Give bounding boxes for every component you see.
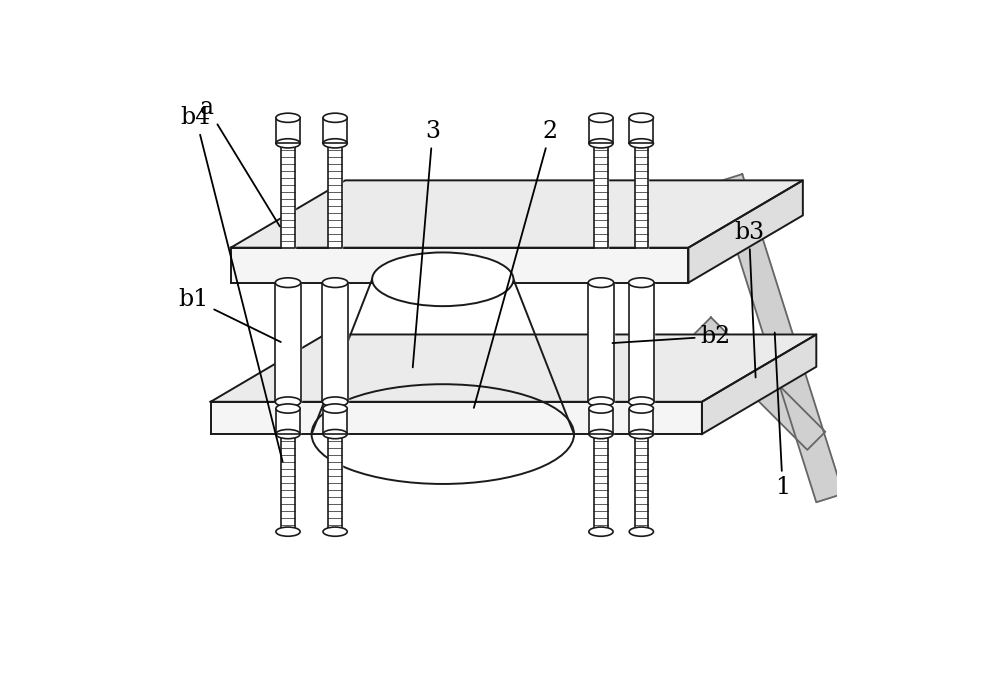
- Ellipse shape: [589, 527, 613, 536]
- Ellipse shape: [589, 113, 613, 122]
- Ellipse shape: [589, 429, 613, 439]
- Ellipse shape: [276, 404, 300, 413]
- Polygon shape: [629, 409, 653, 434]
- Ellipse shape: [275, 278, 301, 287]
- Ellipse shape: [322, 278, 348, 287]
- Text: b4: b4: [181, 106, 283, 462]
- Ellipse shape: [629, 429, 653, 439]
- Ellipse shape: [588, 397, 614, 406]
- Polygon shape: [594, 143, 608, 248]
- Polygon shape: [589, 118, 613, 143]
- Ellipse shape: [629, 139, 653, 148]
- Polygon shape: [231, 248, 688, 283]
- Ellipse shape: [589, 139, 613, 148]
- Polygon shape: [276, 118, 300, 143]
- Polygon shape: [276, 409, 300, 434]
- Ellipse shape: [589, 404, 613, 413]
- Polygon shape: [323, 409, 347, 434]
- Text: 3: 3: [413, 120, 440, 367]
- Ellipse shape: [323, 429, 347, 439]
- Text: b1: b1: [179, 288, 281, 342]
- Polygon shape: [629, 283, 654, 402]
- Ellipse shape: [322, 397, 348, 406]
- Text: 1: 1: [775, 332, 790, 499]
- Polygon shape: [211, 402, 702, 434]
- Ellipse shape: [629, 278, 654, 287]
- Polygon shape: [693, 318, 825, 450]
- Ellipse shape: [372, 252, 513, 306]
- Text: a: a: [200, 96, 280, 226]
- Ellipse shape: [275, 397, 301, 406]
- Ellipse shape: [629, 527, 653, 536]
- Text: 2: 2: [474, 120, 558, 408]
- Polygon shape: [328, 434, 342, 532]
- Polygon shape: [635, 434, 648, 532]
- Polygon shape: [231, 180, 803, 248]
- Polygon shape: [702, 334, 816, 434]
- Polygon shape: [211, 334, 816, 402]
- Polygon shape: [323, 118, 347, 143]
- Ellipse shape: [276, 429, 300, 439]
- Ellipse shape: [323, 113, 347, 122]
- Polygon shape: [275, 283, 301, 402]
- Polygon shape: [281, 143, 295, 248]
- Ellipse shape: [323, 139, 347, 148]
- Ellipse shape: [629, 397, 654, 406]
- Polygon shape: [629, 118, 653, 143]
- Polygon shape: [328, 143, 342, 248]
- Polygon shape: [589, 409, 613, 434]
- Text: b3: b3: [734, 221, 764, 378]
- Ellipse shape: [276, 113, 300, 122]
- Ellipse shape: [629, 404, 653, 413]
- Polygon shape: [635, 143, 648, 248]
- Ellipse shape: [588, 278, 614, 287]
- Polygon shape: [588, 283, 614, 402]
- Polygon shape: [322, 283, 348, 402]
- Ellipse shape: [276, 527, 300, 536]
- Polygon shape: [688, 180, 803, 283]
- Ellipse shape: [323, 404, 347, 413]
- Polygon shape: [715, 174, 843, 502]
- Ellipse shape: [629, 113, 653, 122]
- Ellipse shape: [276, 139, 300, 148]
- Ellipse shape: [323, 527, 347, 536]
- Text: b2: b2: [612, 325, 730, 348]
- Polygon shape: [594, 434, 608, 532]
- Polygon shape: [281, 434, 295, 532]
